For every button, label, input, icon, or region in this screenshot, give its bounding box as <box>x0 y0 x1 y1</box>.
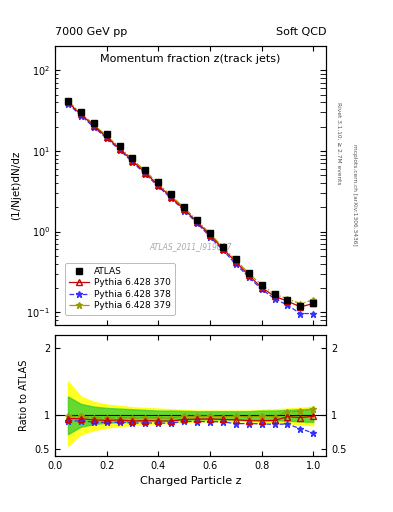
Text: Soft QCD: Soft QCD <box>276 27 326 37</box>
Pythia 6.428 378 <box>117 147 122 153</box>
Legend: ATLAS, Pythia 6.428 370, Pythia 6.428 378, Pythia 6.428 379: ATLAS, Pythia 6.428 370, Pythia 6.428 37… <box>65 263 175 314</box>
Pythia 6.428 379 <box>66 98 70 104</box>
Pythia 6.428 370 <box>208 232 212 238</box>
Text: Rivet 3.1.10, ≥ 2.7M events: Rivet 3.1.10, ≥ 2.7M events <box>336 102 341 185</box>
Pythia 6.428 370 <box>298 304 303 310</box>
Pythia 6.428 379 <box>246 270 251 276</box>
Pythia 6.428 370 <box>233 259 238 265</box>
ATLAS <box>220 244 225 250</box>
ATLAS <box>79 110 83 116</box>
Pythia 6.428 379 <box>156 181 161 187</box>
ATLAS <box>285 297 290 304</box>
Pythia 6.428 370 <box>272 293 277 300</box>
Pythia 6.428 370 <box>285 298 290 304</box>
Text: mcplots.cern.ch [arXiv:1306.3436]: mcplots.cern.ch [arXiv:1306.3436] <box>352 144 357 245</box>
Pythia 6.428 370 <box>104 134 109 140</box>
Pythia 6.428 370 <box>130 158 135 164</box>
Pythia 6.428 370 <box>246 272 251 279</box>
Pythia 6.428 378 <box>169 196 174 202</box>
Pythia 6.428 378 <box>156 183 161 189</box>
ATLAS <box>104 132 109 138</box>
Pythia 6.428 379 <box>92 121 96 127</box>
Pythia 6.428 370 <box>66 99 70 105</box>
ATLAS <box>66 98 70 104</box>
Line: Pythia 6.428 370: Pythia 6.428 370 <box>65 100 316 310</box>
Text: ATLAS_2011_I919017: ATLAS_2011_I919017 <box>149 242 232 251</box>
Pythia 6.428 378 <box>104 135 109 141</box>
Text: 7000 GeV pp: 7000 GeV pp <box>55 27 127 37</box>
Pythia 6.428 370 <box>182 206 187 212</box>
Pythia 6.428 378 <box>143 171 148 177</box>
Line: ATLAS: ATLAS <box>64 97 317 309</box>
Pythia 6.428 379 <box>311 297 316 303</box>
ATLAS <box>169 191 174 197</box>
Pythia 6.428 370 <box>311 301 316 307</box>
Pythia 6.428 378 <box>285 302 290 308</box>
Pythia 6.428 378 <box>208 233 212 240</box>
Pythia 6.428 379 <box>259 282 264 288</box>
Pythia 6.428 379 <box>117 144 122 151</box>
Pythia 6.428 379 <box>208 230 212 237</box>
ATLAS <box>156 179 161 185</box>
Pythia 6.428 379 <box>104 133 109 139</box>
Pythia 6.428 379 <box>298 301 303 307</box>
Pythia 6.428 379 <box>130 156 135 162</box>
ATLAS <box>311 300 316 306</box>
Pythia 6.428 379 <box>220 244 225 250</box>
Pythia 6.428 378 <box>311 310 316 316</box>
Pythia 6.428 378 <box>220 247 225 253</box>
ATLAS <box>246 269 251 275</box>
Pythia 6.428 378 <box>246 274 251 280</box>
ATLAS <box>272 290 277 296</box>
ATLAS <box>259 282 264 288</box>
Pythia 6.428 370 <box>169 195 174 201</box>
Pythia 6.428 370 <box>143 170 148 176</box>
Pythia 6.428 370 <box>195 219 199 225</box>
Pythia 6.428 378 <box>272 295 277 302</box>
ATLAS <box>130 155 135 161</box>
Pythia 6.428 378 <box>79 113 83 119</box>
ATLAS <box>143 167 148 173</box>
Line: Pythia 6.428 379: Pythia 6.428 379 <box>64 98 317 307</box>
Pythia 6.428 378 <box>195 220 199 226</box>
Pythia 6.428 378 <box>259 286 264 292</box>
Pythia 6.428 379 <box>233 257 238 263</box>
ATLAS <box>195 217 199 223</box>
Pythia 6.428 370 <box>220 246 225 252</box>
Pythia 6.428 379 <box>79 110 83 116</box>
Pythia 6.428 378 <box>298 310 303 316</box>
Pythia 6.428 370 <box>259 285 264 291</box>
Pythia 6.428 379 <box>143 168 148 174</box>
Text: Momentum fraction z(track jets): Momentum fraction z(track jets) <box>101 54 281 65</box>
Pythia 6.428 378 <box>233 261 238 267</box>
Pythia 6.428 378 <box>66 101 70 107</box>
Y-axis label: (1/Njet)dN/dz: (1/Njet)dN/dz <box>11 151 21 220</box>
ATLAS <box>298 303 303 309</box>
Pythia 6.428 379 <box>182 205 187 211</box>
X-axis label: Charged Particle z: Charged Particle z <box>140 476 241 486</box>
ATLAS <box>233 257 238 263</box>
Pythia 6.428 370 <box>117 145 122 152</box>
Pythia 6.428 379 <box>169 193 174 199</box>
Pythia 6.428 379 <box>272 291 277 297</box>
ATLAS <box>117 143 122 149</box>
ATLAS <box>92 120 96 126</box>
Pythia 6.428 370 <box>92 123 96 129</box>
Pythia 6.428 379 <box>285 295 290 302</box>
Pythia 6.428 379 <box>195 217 199 223</box>
Pythia 6.428 378 <box>182 207 187 214</box>
ATLAS <box>208 230 212 237</box>
Pythia 6.428 378 <box>92 124 96 130</box>
Pythia 6.428 370 <box>156 182 161 188</box>
Y-axis label: Ratio to ATLAS: Ratio to ATLAS <box>19 359 29 431</box>
ATLAS <box>182 204 187 210</box>
Line: Pythia 6.428 378: Pythia 6.428 378 <box>64 100 317 317</box>
Pythia 6.428 378 <box>130 159 135 165</box>
Pythia 6.428 370 <box>79 111 83 117</box>
